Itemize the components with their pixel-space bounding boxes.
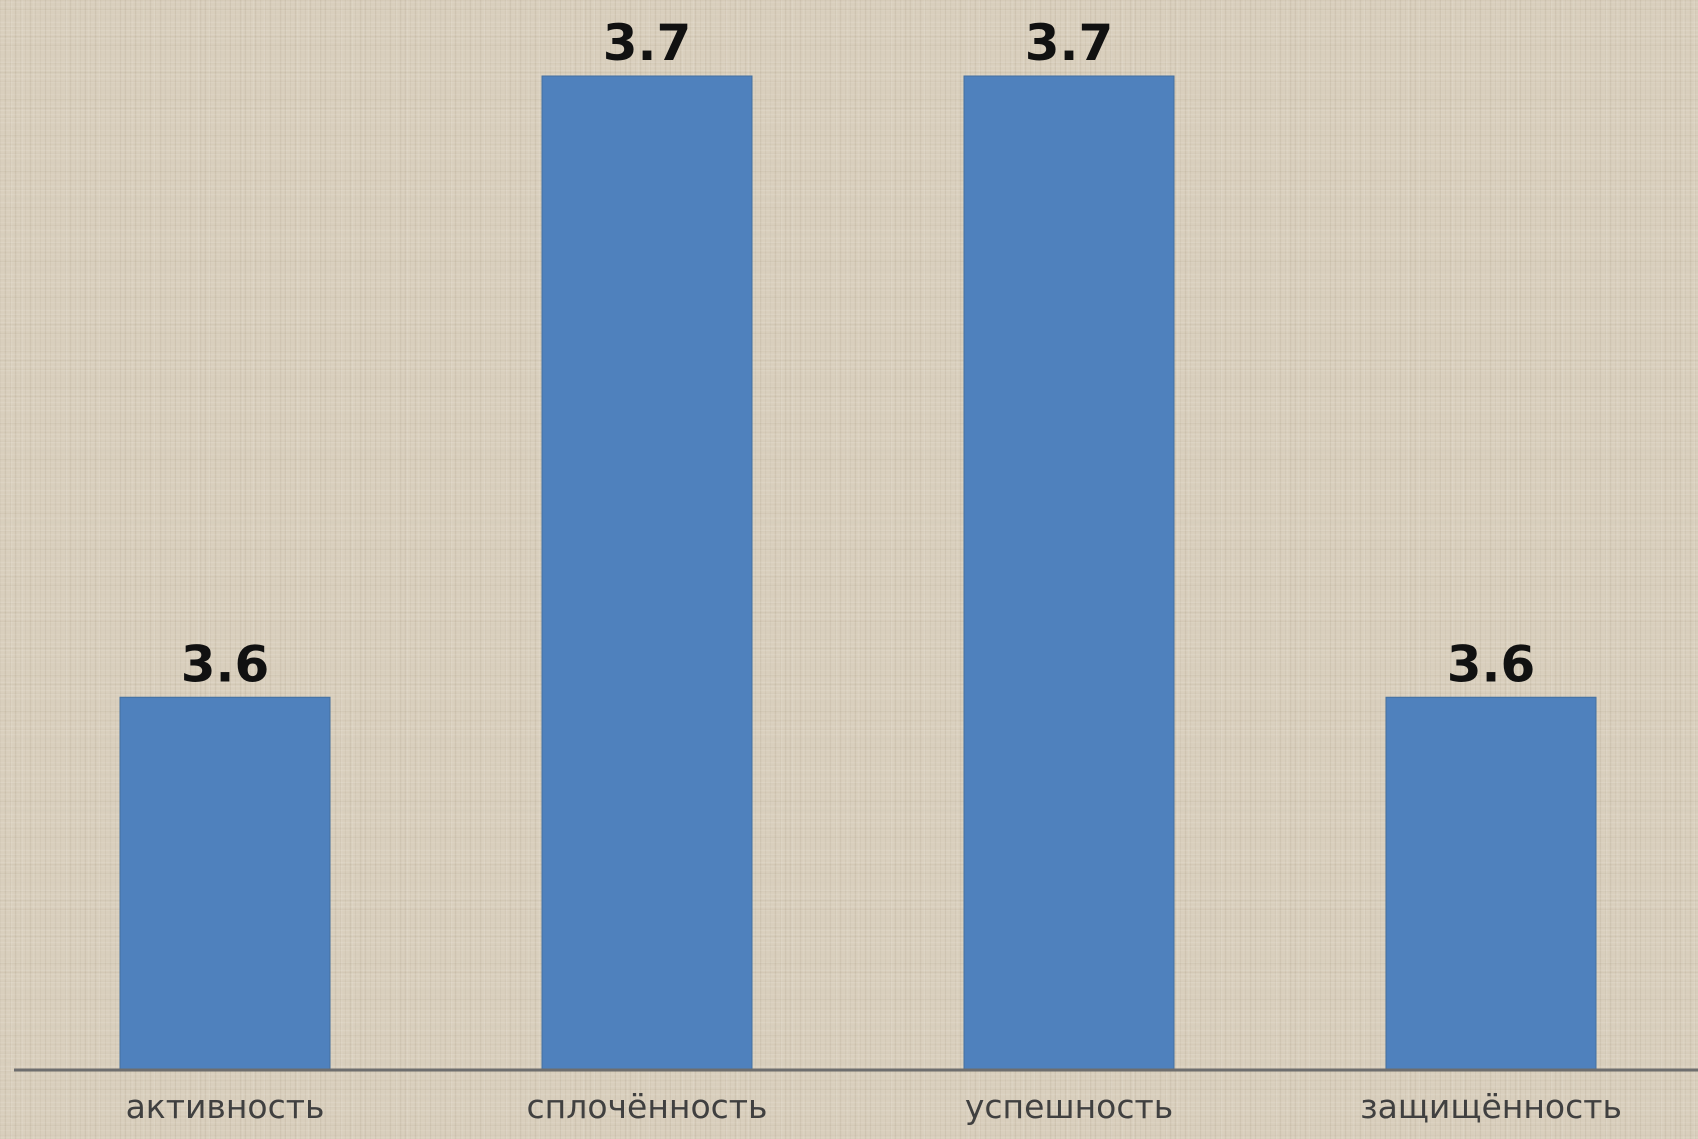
x-tick-label-2: сплочённость [527, 1087, 768, 1126]
data-label-1: 3.6 [181, 635, 270, 693]
x-tick-label-4: защищённость [1360, 1087, 1622, 1126]
bars-layer [119, 75, 1597, 1071]
x-tick-label-1: активность [126, 1087, 325, 1126]
bar-4 [1385, 696, 1597, 1071]
data-label-2: 3.7 [603, 14, 692, 72]
bar-2 [541, 75, 753, 1071]
bar-3 [963, 75, 1175, 1071]
bar-1 [119, 696, 331, 1071]
x-tick-label-3: успешность [965, 1087, 1173, 1126]
data-label-3: 3.7 [1025, 14, 1114, 72]
value-labels-layer: 3.6 3.7 3.7 3.6 [181, 14, 1536, 693]
data-label-4: 3.6 [1447, 635, 1536, 693]
tick-labels-layer: активность сплочённость успешность защищённ… [126, 1087, 1622, 1126]
